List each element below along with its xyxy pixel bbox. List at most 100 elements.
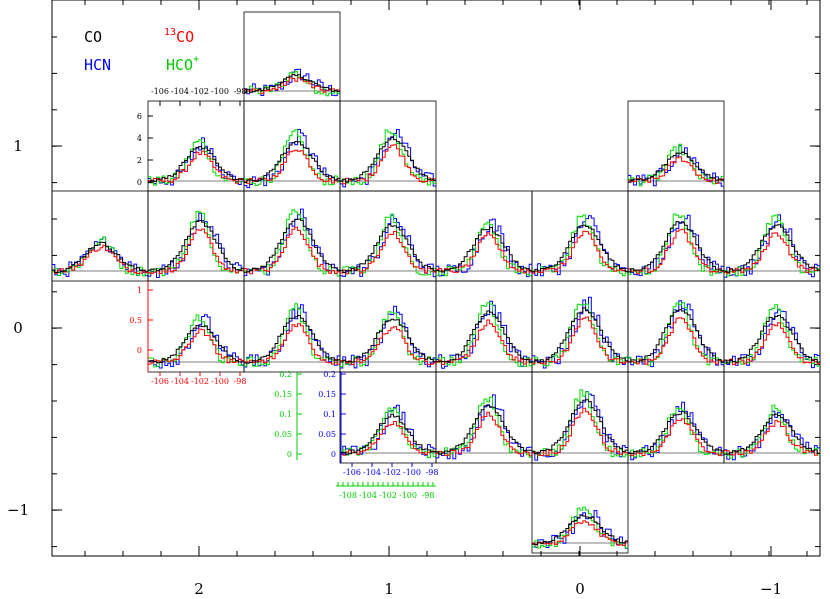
velocity-tick-label-black: -98 [234, 87, 247, 96]
spectrum-line-13co [532, 520, 628, 546]
spectrum-line-hcoplus [532, 303, 628, 367]
intensity-tick-label-red: 0 [137, 346, 142, 355]
spectrum-line-hcoplus [244, 209, 340, 277]
intensity-tick-label-black: 4 [137, 134, 142, 143]
intensity-tick-label-black: 6 [137, 112, 142, 121]
intensity-tick-label-black: 2 [137, 156, 142, 165]
intensity-tick-label-green: 0.05 [274, 430, 292, 439]
spectrum-line-13co [436, 319, 532, 365]
velocity-tick-label-green: -102 [379, 491, 397, 500]
spectrum-line-co [628, 221, 724, 273]
spectrum-line-co [244, 141, 340, 183]
spectrum-line-co [244, 218, 340, 273]
spectrum-line-co [148, 325, 244, 364]
spectrum-line-13co [628, 317, 724, 365]
legend-co: CO [84, 28, 102, 46]
intensity-tick-label-blue: 0.15 [318, 390, 336, 399]
spectrum-line-co [532, 307, 628, 363]
spectra-panels [51, 11, 821, 554]
spectrum-line-co [52, 241, 148, 273]
spectrum-line-co [436, 226, 532, 273]
spectrum-line-co [628, 411, 724, 455]
velocity-tick-label-red: -106 [151, 377, 169, 386]
legend-hcn: HCN [84, 56, 111, 74]
spectrum-line-13co [244, 323, 340, 365]
intensity-tick-label-blue: 0.2 [323, 370, 336, 379]
legend: CO 13CO HCN HCO+ [84, 27, 199, 74]
spectrum-line-hcoplus [148, 210, 244, 277]
intensity-tick-label-blue: 0.1 [323, 410, 336, 419]
intensity-tick-label-black: 0 [137, 178, 142, 187]
spectrum-line-co [628, 151, 724, 183]
spectrum-line-co [628, 309, 724, 363]
velocity-tick-label-black: -104 [171, 87, 189, 96]
spectrum-line-co [340, 136, 436, 183]
velocity-tick-label-red: -98 [234, 377, 247, 386]
spectrum-line-13co [724, 420, 820, 456]
velocity-tick-label-red: -102 [191, 377, 209, 386]
spectrum-line-co [724, 224, 820, 273]
spectrum-line-co [340, 413, 436, 455]
velocity-tick-label-blue: -102 [383, 468, 401, 477]
spectrum-line-hcoplus [244, 129, 340, 186]
spectrum-line-hcoplus [52, 236, 148, 277]
spectrum-line-co [340, 224, 436, 273]
spectrum-line-hcoplus [628, 143, 724, 187]
y-tick-label-neg1: −1 [7, 501, 29, 519]
spectrum-panel [723, 371, 821, 464]
spectrum-line-co [724, 314, 820, 364]
spectrum-line-co [148, 146, 244, 184]
spectrum-line-13co [532, 407, 628, 456]
velocity-tick-label-blue: -100 [403, 468, 421, 477]
spectrum-line-co [148, 219, 244, 272]
spectrum-line-co [340, 318, 436, 363]
intensity-tick-label-green: 0.1 [279, 410, 292, 419]
y-tick-label-1: 1 [13, 137, 23, 155]
spectrum-line-co [532, 224, 628, 273]
spectrum-line-co [436, 310, 532, 363]
intensity-tick-label-blue: 0.05 [318, 430, 336, 439]
legend-13co: 13CO [164, 27, 194, 46]
velocity-tick-label-blue: -104 [363, 468, 381, 477]
intensity-tick-label-green: 0 [287, 450, 292, 459]
velocity-tick-label-black: -100 [211, 87, 229, 96]
velocity-tick-label-blue: -98 [426, 468, 439, 477]
intensity-tick-label-blue: 0 [331, 450, 336, 459]
intensity-tick-label-red: 0.5 [129, 316, 142, 325]
spectrum-line-13co [724, 322, 820, 366]
x-tick-label-1: 1 [384, 580, 394, 598]
spectrum-line-co [532, 514, 628, 545]
spectrum-line-13co [340, 326, 436, 366]
velocity-tick-label-green: -104 [359, 491, 377, 500]
spectrum-line-hcoplus [436, 302, 532, 367]
intensity-tick-label-green: 0.2 [279, 370, 292, 379]
velocity-tick-label-green: -100 [399, 491, 417, 500]
velocity-tick-label-black: -102 [191, 87, 209, 96]
spectrum-line-co [532, 399, 628, 455]
y-tick-label-0: 0 [13, 319, 23, 337]
spectrum-line-hcoplus [436, 221, 532, 277]
spectrum-line-co [436, 405, 532, 455]
spectrum-line-co [244, 315, 340, 364]
velocity-tick-label-green: -108 [339, 491, 357, 500]
spectrum-line-13co [436, 411, 532, 457]
x-tick-label-0: 0 [575, 580, 585, 598]
outer-tick-labels: 2 1 0 −1 1 0 −1 [7, 137, 782, 598]
spectrum-line-co [244, 74, 340, 93]
spectrum-line-hcoplus [628, 407, 724, 458]
spectrum-line-13co [724, 232, 820, 274]
spectrum-line-hcoplus [532, 506, 628, 549]
intensity-tick-label-green: 0.15 [274, 390, 292, 399]
spectrum-line-co [724, 413, 820, 455]
spectrum-line-13co [628, 418, 724, 457]
intensity-tick-label-red: 1 [137, 286, 142, 295]
legend-hco-plus: HCO+ [166, 54, 199, 74]
velocity-tick-label-green: -98 [422, 491, 435, 500]
velocity-tick-label-red: -104 [171, 377, 189, 386]
spectrum-panel [531, 462, 629, 554]
spectrum-line-13co [532, 230, 628, 274]
